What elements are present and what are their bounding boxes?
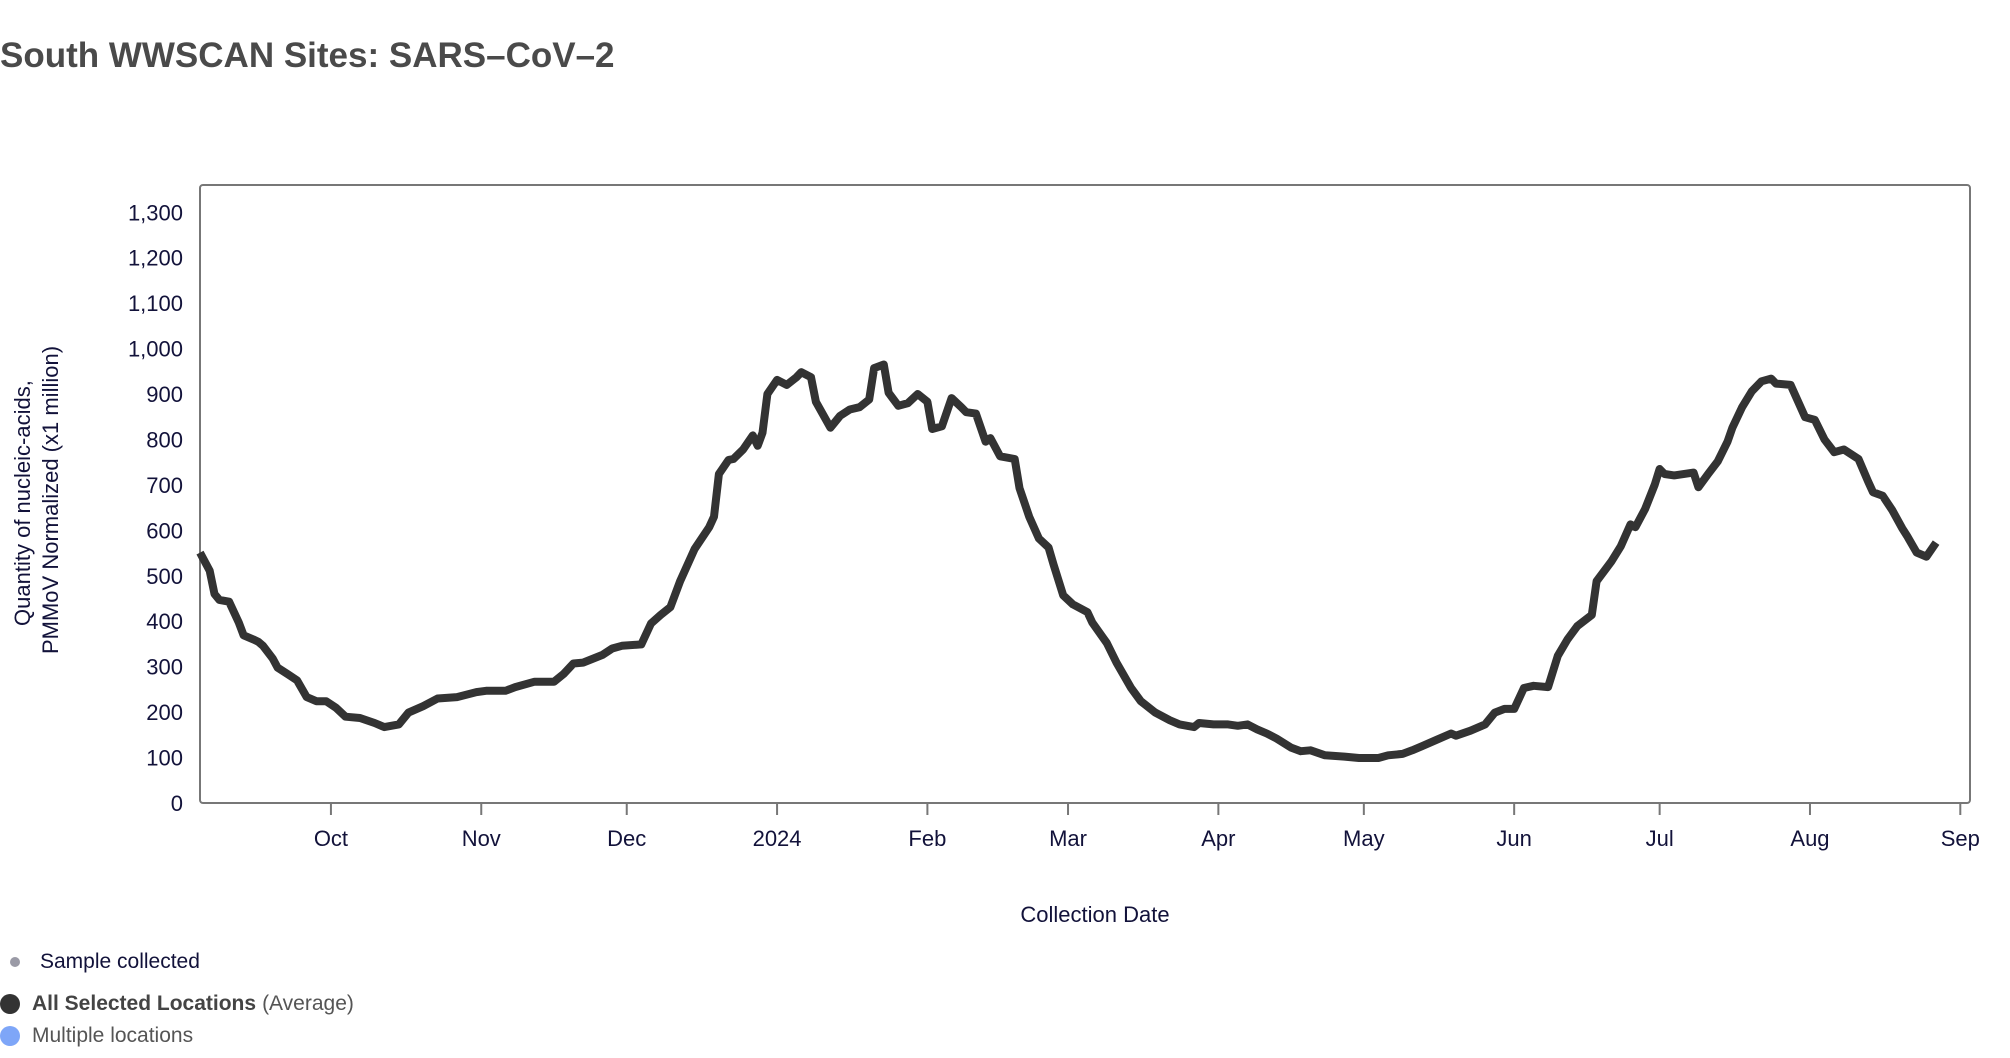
y-axis: 0 100 200 300 400 500 600 700 800 900 1,000 1,100 1,… — [128, 200, 183, 816]
y-tick-label: 900 — [146, 382, 183, 407]
y-tick-label: 1,000 — [128, 337, 183, 362]
y-axis-title-line-1: Quantity of nucleic-acids, — [10, 380, 35, 626]
sample-dot-icon — [10, 957, 20, 967]
y-tick-label: 1,200 — [128, 246, 183, 271]
y-tick-label: 600 — [146, 518, 183, 543]
x-tick-label: Oct — [314, 826, 348, 851]
legend-selected-label: All Selected Locations — [32, 992, 257, 1015]
x-axis-title: Collection Date — [1020, 902, 1169, 927]
x-tick-label: Dec — [607, 826, 646, 851]
x-tick-label: Apr — [1201, 826, 1235, 851]
plot-frame — [199, 184, 1971, 804]
y-tick-label: 1,300 — [128, 200, 183, 225]
x-tick-label: Sep — [1941, 826, 1980, 851]
y-axis-title-line-2: PMMoV Normalized (x1 million) — [38, 346, 63, 654]
x-tick-label: Aug — [1790, 826, 1829, 851]
y-axis-title: Quantity of nucleic-acids, PMMoV Normali… — [10, 346, 63, 654]
x-tick-label: Feb — [908, 826, 946, 851]
legend-sample-collected: Sample collected — [10, 950, 200, 974]
multiple-locations-dot-icon — [0, 1026, 20, 1046]
y-tick-label: 800 — [146, 427, 183, 452]
x-tick-label: Mar — [1049, 826, 1087, 851]
legend-all-selected-locations[interactable]: All Selected Locations (Average) — [0, 992, 354, 1016]
series-line-all-selected-locations — [196, 360, 1940, 762]
selected-locations-dot-icon — [0, 994, 20, 1014]
legend-multiple-label: Multiple locations — [32, 1024, 194, 1047]
x-tick-label: May — [1343, 826, 1385, 851]
legend-sample-label: Sample collected — [40, 950, 200, 973]
x-tick-label: Jul — [1646, 826, 1674, 851]
y-tick-label: 300 — [146, 655, 183, 680]
legend-multiple-locations[interactable]: Multiple locations — [0, 1024, 193, 1048]
x-axis: Oct Nov Dec 2024 Feb Mar Apr May Jun Jul Aug Sep — [314, 803, 1980, 851]
y-tick-label: 700 — [146, 473, 183, 498]
y-tick-label: 500 — [146, 564, 183, 589]
x-tick-label: Jun — [1496, 826, 1531, 851]
y-tick-label: 200 — [146, 700, 183, 725]
x-tick-label: Nov — [462, 826, 501, 851]
chart-title: South WWSCAN Sites: SARS–CoV–2 — [0, 36, 615, 75]
y-tick-label: 1,100 — [128, 291, 183, 316]
y-tick-label: 100 — [146, 746, 183, 771]
x-tick-label: 2024 — [753, 826, 802, 851]
legend-selected-suffix: (Average) — [262, 992, 354, 1015]
y-tick-label: 0 — [171, 791, 183, 816]
y-tick-label: 400 — [146, 609, 183, 634]
